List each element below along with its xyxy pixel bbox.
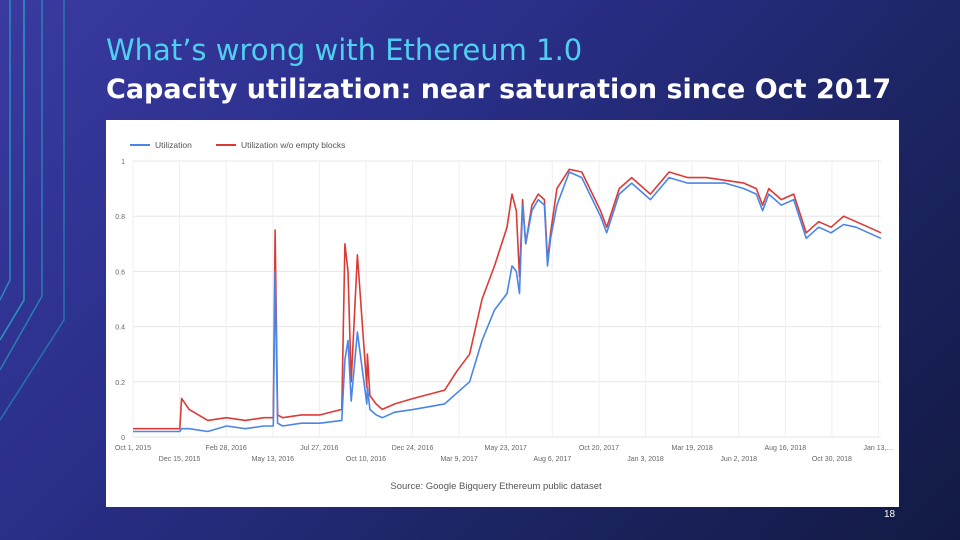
y-tick-label: 1	[121, 159, 125, 166]
x-tick-label: Jan 3, 2018	[627, 456, 664, 463]
y-tick-label: 0.6	[115, 269, 125, 276]
y-tick-label: 0.8	[115, 214, 125, 221]
decorative-lines	[0, 0, 65, 421]
x-tick-label: Jan 13,…	[864, 445, 894, 452]
x-tick-label: Jun 2, 2018	[720, 456, 757, 463]
x-tick-label: Jul 27, 2016	[300, 445, 338, 452]
slide-subtitle: Capacity utilization: near saturation si…	[106, 74, 892, 105]
x-tick-label: Dec 24, 2016	[392, 445, 434, 452]
x-tick-label: Aug 6, 2017	[533, 456, 571, 463]
y-tick-label: 0.2	[115, 380, 125, 387]
page-number: 18	[884, 509, 896, 520]
x-tick-label: Feb 28, 2016	[206, 445, 247, 452]
series-line-utilization-no-empty	[133, 168, 882, 430]
chart-panel: 0 0.2 0.4 0.6 0.8 1 Oct 1, 2015 Feb 28, 2016 Jul…	[106, 120, 899, 507]
series-line-utilization	[133, 171, 882, 433]
slide-title: What’s wrong with Ethereum 1.0	[106, 33, 583, 67]
y-tick-label: 0.4	[115, 325, 125, 332]
legend-label: Utilization	[155, 140, 192, 150]
x-tick-label: Oct 20, 2017	[579, 445, 619, 452]
utilization-chart: 0 0.2 0.4 0.6 0.8 1 Oct 1, 2015 Feb 28, 2016 Jul…	[115, 140, 894, 492]
x-tick-label: May 13, 2016	[252, 456, 295, 463]
legend-label: Utilization w/o empty blocks	[241, 140, 345, 150]
chart-source: Source: Google Bigquery Ethereum public …	[390, 481, 602, 492]
x-tick-label: Mar 9, 2017	[440, 456, 477, 463]
x-tick-label: Mar 19, 2018	[672, 445, 713, 452]
x-tick-label: Aug 16, 2018	[764, 445, 806, 452]
x-tick-label: Oct 10, 2016	[346, 456, 386, 463]
x-tick-label: May 23, 2017	[485, 445, 528, 452]
x-tick-label: Oct 30, 2018	[812, 456, 852, 463]
x-tick-label: Oct 1, 2015	[115, 445, 151, 452]
y-tick-label: 0	[121, 435, 125, 442]
x-tick-label: Dec 15, 2015	[159, 456, 201, 463]
